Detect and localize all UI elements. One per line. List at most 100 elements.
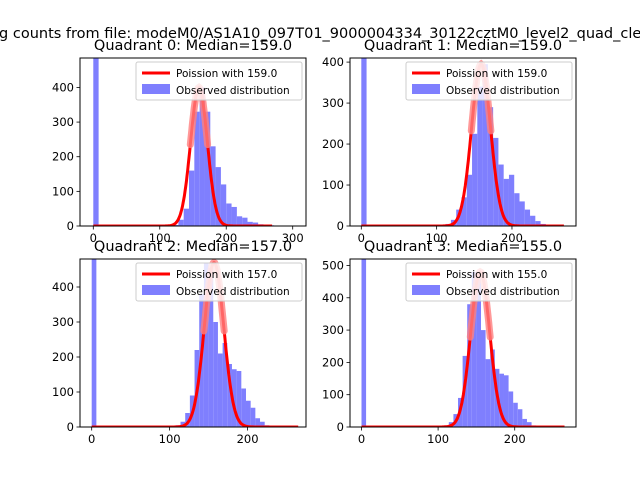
legend-hist-label: Observed distribution: [446, 286, 560, 298]
hist-bar: [513, 402, 518, 427]
hist-bar: [519, 201, 525, 226]
hist-bar: [524, 209, 531, 226]
hist-bar: [514, 193, 520, 226]
hist-bar: [466, 174, 473, 226]
legend-hist-label: Observed distribution: [176, 286, 290, 298]
hist-bar: [247, 221, 253, 226]
legend-poisson-label: Poission with 159.0: [176, 68, 277, 80]
hist-bar: [204, 111, 211, 226]
hist-bar: [199, 87, 205, 226]
hist-bar: [472, 133, 478, 226]
legend: Poission with 157.0 Observed distribution: [135, 262, 303, 302]
legend-hist-swatch: [142, 285, 170, 295]
hist-bar: [508, 391, 514, 427]
hist-bar: [93, 58, 99, 226]
y-tick-label: 300: [52, 115, 74, 129]
hist-bar: [178, 219, 184, 226]
subplot-quadrant-0: 0 100 200 300 0 100 200 300 400 Poission with 159…: [52, 38, 307, 245]
hist-bar: [236, 371, 242, 427]
y-tick-label: 400: [52, 80, 74, 94]
hist-bar: [215, 167, 221, 226]
hist-bar: [499, 373, 504, 427]
x-tick-label: 200: [215, 231, 237, 245]
x-tick-label: 300: [282, 231, 304, 245]
hist-bar: [242, 217, 248, 226]
y-tick-label: 500: [322, 258, 344, 272]
hist-bar: [217, 353, 223, 427]
hist-bar: [477, 86, 483, 226]
hist-bar: [503, 375, 509, 427]
hist-bar: [476, 278, 482, 427]
hist-bar: [485, 359, 491, 427]
hist-bar: [535, 221, 541, 226]
x-tick-label: 0: [90, 231, 97, 245]
hist-bar: [526, 422, 532, 427]
hist-bar: [213, 322, 218, 427]
hist-bar: [231, 206, 237, 226]
legend-hist-label: Observed distribution: [446, 85, 560, 97]
axes-frame: [349, 57, 577, 227]
y-tick-label: 100: [52, 385, 74, 399]
figure-title: Plotting counts from file: modeM0/AS1A10…: [0, 26, 640, 42]
y-tick-label: 0: [67, 420, 74, 434]
y-tick-label: 300: [52, 315, 74, 329]
legend: Poission with 159.0 Observed distribution: [405, 61, 573, 101]
x-tick-label: 0: [358, 231, 365, 245]
hist-bar: [222, 343, 228, 427]
hist-bar: [241, 388, 246, 427]
y-tick-label: 200: [52, 350, 74, 364]
x-tick-label: 0: [88, 432, 95, 446]
subplot-title: Quadrant 1: Median=159.0: [364, 38, 562, 54]
hist-bar: [361, 58, 367, 226]
legend-hist-swatch: [412, 285, 440, 295]
y-tick-label: 400: [322, 55, 344, 69]
subplot-quadrant-1: 0 100 200 0 100 200 300 400 Poission with 159.0 O…: [322, 38, 577, 245]
x-tick-label: 0: [358, 432, 365, 446]
y-tick-label: 100: [322, 178, 344, 192]
legend-hist-swatch: [412, 84, 440, 94]
hist-bar: [180, 421, 186, 427]
y-tick-label: 100: [322, 388, 344, 402]
hist-bar: [482, 64, 488, 226]
x-tick-label: 200: [237, 432, 259, 446]
y-tick-label: 200: [322, 355, 344, 369]
axes-frame: [79, 258, 307, 428]
y-tick-label: 0: [67, 219, 74, 233]
y-tick-label: 400: [52, 280, 74, 294]
poisson-line: [93, 85, 273, 226]
hist-bar: [361, 259, 367, 427]
hist-bar: [231, 369, 237, 427]
subplot-title: Quadrant 3: Median=155.0: [364, 239, 562, 255]
hist-bar: [194, 111, 200, 226]
hist-bar: [252, 222, 259, 226]
legend-hist-swatch: [142, 84, 170, 94]
hist-bar: [490, 349, 495, 427]
axes-frame: [349, 258, 577, 428]
y-tick-label: 400: [322, 291, 344, 305]
poisson-line: [91, 260, 299, 427]
hist-bar: [220, 184, 227, 226]
hist-bar: [208, 267, 214, 427]
x-tick-label: 100: [159, 432, 181, 446]
axes-frame: [79, 57, 307, 227]
hist-bar: [481, 330, 486, 427]
hist-bar: [471, 271, 477, 427]
hist-bar: [245, 400, 251, 427]
hist-bar: [508, 174, 515, 226]
legend-box: [135, 262, 303, 302]
hist-bar: [226, 203, 232, 226]
subplot-title: Quadrant 2: Median=157.0: [94, 239, 292, 255]
plot-area: [93, 58, 275, 226]
x-tick-label: 200: [504, 432, 526, 446]
hist-bar: [517, 409, 523, 427]
hist-bar: [503, 178, 509, 226]
y-tick-label: 0: [337, 219, 344, 233]
plot-area: [91, 259, 299, 427]
y-tick-label: 100: [52, 184, 74, 198]
legend-hist-label: Observed distribution: [176, 85, 290, 97]
legend-poisson-label: Poission with 157.0: [176, 269, 277, 281]
hist-bar: [227, 364, 232, 427]
x-tick-label: 100: [427, 432, 449, 446]
hist-bar: [530, 215, 536, 226]
